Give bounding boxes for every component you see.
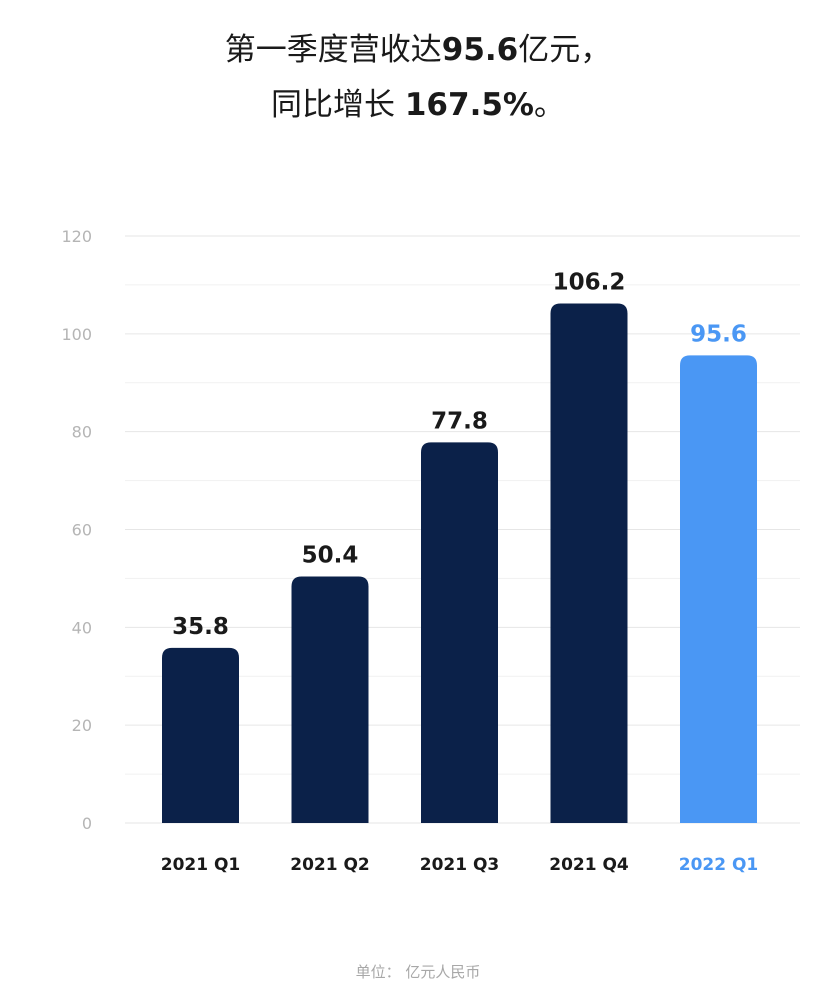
- x-tick-label: 2022 Q1: [679, 855, 759, 875]
- title-growth-value: 167.5%: [404, 87, 534, 123]
- title-line1-text: 第一季度营收达: [224, 32, 442, 68]
- bar: [680, 355, 757, 823]
- title-line1-suffix: 亿元，: [518, 32, 612, 68]
- data-label: 35.8: [172, 614, 229, 640]
- chart-title-line1: 第一季度营收达95.6亿元，: [0, 30, 836, 70]
- y-tick-label: 40: [72, 618, 92, 637]
- title-revenue-value: 95.6: [441, 32, 519, 68]
- data-label: 106.2: [553, 270, 626, 296]
- data-label: 50.4: [302, 542, 359, 568]
- x-tick-label: 2021 Q3: [420, 855, 500, 875]
- x-tick-label: 2021 Q1: [161, 855, 241, 875]
- data-label: 95.6: [690, 321, 747, 347]
- title-line2-suffix: 。: [533, 87, 565, 123]
- bar: [291, 576, 369, 823]
- data-label: 77.8: [431, 408, 488, 434]
- x-tick-label: 2021 Q2: [290, 855, 370, 875]
- unit-note: 单位： 亿元人民币: [355, 963, 481, 981]
- title-line2-text: 同比增长: [271, 87, 405, 123]
- y-tick-label: 20: [72, 716, 92, 735]
- bar: [550, 303, 628, 823]
- y-tick-label: 0: [82, 814, 92, 833]
- chart-title-line2: 同比增长 167.5%。: [0, 85, 836, 125]
- y-tick-label: 120: [61, 227, 92, 246]
- x-tick-label: 2021 Q4: [549, 855, 629, 875]
- y-tick-label: 100: [61, 325, 92, 344]
- bar: [421, 442, 498, 823]
- y-tick-label: 60: [72, 521, 92, 540]
- y-tick-label: 80: [72, 423, 92, 442]
- bar: [162, 647, 239, 823]
